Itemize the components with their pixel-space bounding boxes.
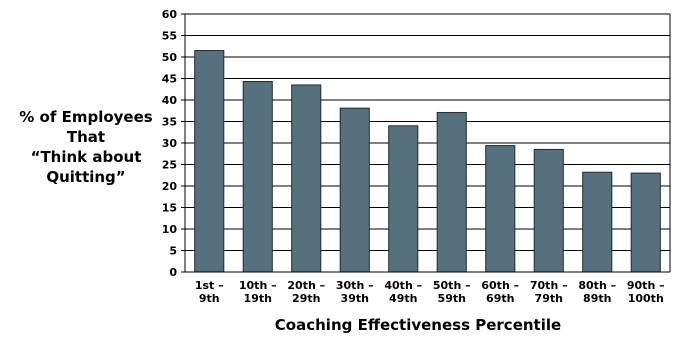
x-tick-labels: 1st –9th 10th –19th 20th –29th 30th –39th 40… [195, 279, 665, 305]
x-tick-label: 70th – [530, 279, 568, 292]
bar [533, 148, 564, 273]
x-axis-label: Coaching Effectiveness Percentile [275, 316, 561, 334]
x-tick-label: 19th [244, 292, 272, 305]
x-tick-label: 79th [535, 292, 563, 305]
x-tick-label: 40th – [384, 279, 422, 292]
y-axis-label-line: That [67, 128, 105, 146]
x-tick-label: 20th – [287, 279, 325, 292]
y-tick-label: 15 [162, 202, 177, 215]
y-axis-label-line: Quitting” [46, 168, 125, 186]
bar [630, 172, 661, 273]
y-axis-label: % of Employees That “Think about Quitting” [19, 108, 152, 186]
y-tick-label: 5 [169, 245, 177, 258]
bar [388, 125, 419, 273]
bar [291, 84, 322, 273]
y-tick-label: 35 [162, 116, 177, 129]
y-axis-label-line: % of Employees [19, 108, 152, 126]
x-tick-label: 69th [486, 292, 514, 305]
y-tick-label: 10 [162, 223, 178, 236]
y-tick-label: 0 [169, 266, 177, 279]
y-axis-label-line: “Think about [31, 148, 142, 166]
y-tick-label: 55 [162, 30, 177, 43]
x-tick-label: 90th – [627, 279, 665, 292]
x-tick-label: 29th [292, 292, 320, 305]
y-tick-label: 45 [162, 73, 177, 86]
y-tick-label: 25 [162, 159, 177, 172]
x-tick-label: 1st – [195, 279, 224, 292]
x-tick-label: 49th [389, 292, 417, 305]
x-tick-label: 50th – [433, 279, 471, 292]
y-tick-label: 30 [162, 137, 178, 150]
x-tick-label: 9th [199, 292, 220, 305]
bar [485, 145, 516, 273]
x-tick-label: 39th [341, 292, 369, 305]
y-tick-labels: 0 5 10 15 20 25 30 35 40 45 50 55 60 [162, 8, 178, 279]
x-tick-label: 10th – [239, 279, 277, 292]
x-tick-label: 80th – [578, 279, 616, 292]
x-tick-label: 100th [628, 292, 664, 305]
bar [582, 171, 613, 273]
bar [339, 107, 370, 273]
x-tick-label: 60th – [481, 279, 519, 292]
y-tick-label: 50 [162, 51, 178, 64]
y-tick-label: 20 [162, 180, 178, 193]
bar [194, 50, 225, 273]
y-tick-label: 40 [162, 94, 178, 107]
axes [181, 13, 671, 273]
bars [194, 50, 661, 273]
y-tick-label: 60 [162, 8, 178, 21]
bar [436, 111, 467, 273]
x-tick-label: 59th [438, 292, 466, 305]
x-tick-label: 30th – [336, 279, 374, 292]
bar [242, 81, 273, 273]
x-tick-label: 89th [583, 292, 611, 305]
